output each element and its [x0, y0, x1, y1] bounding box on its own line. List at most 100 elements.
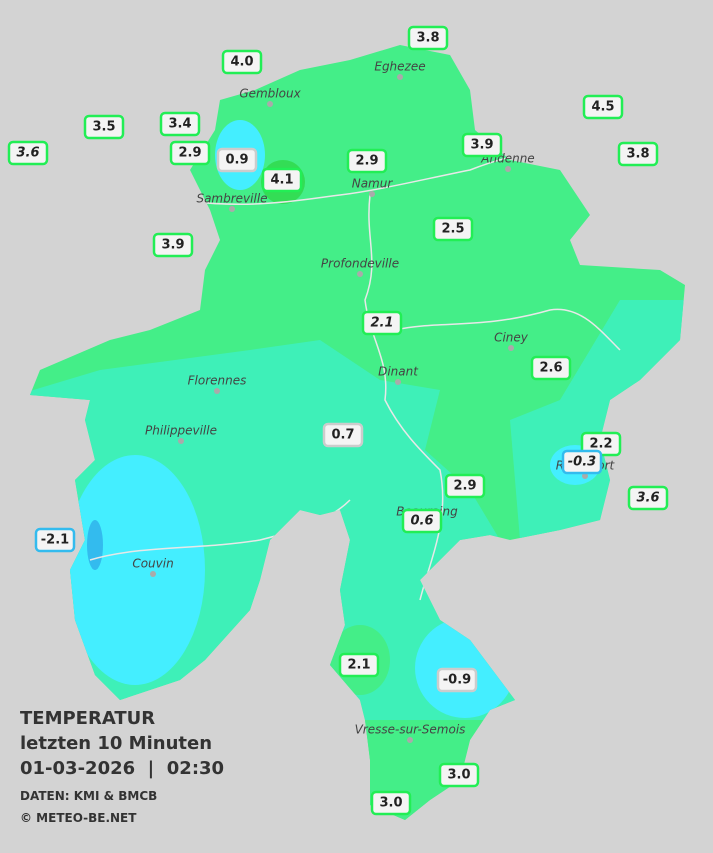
- station: 2.9: [346, 148, 388, 174]
- station-value: 3.9: [161, 238, 184, 253]
- city-label: Florennes: [188, 374, 247, 388]
- station: 3.0: [438, 762, 480, 788]
- legend-subtitle: letzten 10 Minuten: [20, 733, 212, 754]
- station-box: [261, 167, 303, 193]
- station-box: [338, 652, 380, 678]
- station-box: [322, 422, 364, 448]
- station-value: -0.9: [443, 673, 471, 688]
- city-label: Sambreville: [196, 192, 267, 206]
- station-box: [444, 473, 486, 499]
- station: 3.9: [152, 232, 194, 258]
- station: 3.5: [83, 114, 125, 140]
- zone-warm: [340, 720, 540, 820]
- station: 0.9: [216, 147, 258, 173]
- zone-coldest: [87, 520, 103, 570]
- station-box: [370, 790, 412, 816]
- station: 2.5: [432, 216, 474, 242]
- city-label: Vresse-sur-Semois: [355, 723, 466, 737]
- river: [394, 308, 621, 351]
- station-box: [530, 355, 572, 381]
- station-box: [436, 667, 478, 693]
- station-value: 0.6: [410, 514, 433, 529]
- station-box: [216, 147, 258, 173]
- legend-copyright: © METEO-BE.NET: [20, 811, 137, 825]
- station-box: [7, 140, 49, 166]
- station-value: 2.9: [178, 146, 201, 161]
- city-label: Namur: [352, 177, 394, 191]
- station: 4.0: [221, 49, 263, 75]
- station: 0.7: [322, 422, 364, 448]
- station-box: [221, 49, 263, 75]
- station-value: 2.9: [453, 479, 476, 494]
- station-value: 3.5: [92, 120, 115, 135]
- station: 3.4: [159, 111, 201, 137]
- station: 4.1: [261, 167, 303, 193]
- city-label: Philippeville: [145, 424, 217, 438]
- station-value: 2.5: [441, 222, 464, 237]
- station-value: 2.1: [347, 658, 370, 673]
- city-dot: [267, 101, 273, 107]
- station: 3.8: [617, 141, 659, 167]
- station: -0.3: [561, 449, 603, 475]
- city-dot: [214, 388, 220, 394]
- legend-datetime: 01-03-2026 | 02:30: [20, 758, 224, 779]
- station: 2.1: [338, 652, 380, 678]
- city-dot: [395, 379, 401, 385]
- station: 3.0: [370, 790, 412, 816]
- city-dot: [508, 345, 514, 351]
- station-box: [407, 25, 449, 51]
- station-value: -0.3: [568, 455, 596, 470]
- station: 2.1: [361, 310, 403, 336]
- station-box: [627, 485, 669, 511]
- station-box: [617, 141, 659, 167]
- station-value: 3.6: [636, 491, 659, 506]
- station-box: [582, 94, 624, 120]
- city-dot: [582, 473, 588, 479]
- city-dot: [505, 166, 511, 172]
- station: 4.5: [582, 94, 624, 120]
- station-value: 3.8: [626, 147, 649, 162]
- city-dot: [357, 271, 363, 277]
- city-label: Couvin: [132, 557, 173, 571]
- zone-cold: [65, 455, 205, 685]
- station: 3.6: [627, 485, 669, 511]
- station-value: 0.7: [331, 428, 354, 443]
- station-box: [561, 449, 603, 475]
- station-value: 3.9: [470, 138, 493, 153]
- station-value: 4.1: [270, 173, 293, 188]
- station: -2.1: [34, 527, 76, 553]
- station-value: 2.2: [589, 437, 612, 452]
- station-box: [34, 527, 76, 553]
- city-dot: [397, 74, 403, 80]
- station-value: 4.0: [230, 55, 253, 70]
- station-value: 3.6: [16, 146, 39, 161]
- station-box: [438, 762, 480, 788]
- city-dot: [229, 206, 235, 212]
- station-value: 3.8: [416, 31, 439, 46]
- station-value: 3.0: [379, 796, 402, 811]
- legend-title: TEMPERATUR: [20, 708, 155, 729]
- city-label: Eghezee: [374, 60, 425, 74]
- station-value: 2.6: [539, 361, 562, 376]
- legend-source: DATEN: KMI & BMCB: [20, 789, 157, 803]
- city-dot: [407, 737, 413, 743]
- station-value: 3.4: [168, 117, 191, 132]
- station-box: [83, 114, 125, 140]
- station: 2.9: [444, 473, 486, 499]
- city-label: Profondeville: [321, 257, 399, 271]
- station: 0.6: [401, 508, 443, 534]
- station: 2.9: [169, 140, 211, 166]
- city-label: Gembloux: [239, 87, 301, 101]
- city-label: Dinant: [378, 365, 419, 379]
- station-box: [401, 508, 443, 534]
- station: 3.6: [7, 140, 49, 166]
- station: 2.2: [580, 431, 622, 457]
- stations: 3.8 4.0 4.5 3.5 3.4 3.6 2.9 0.9 4.1 2.9 3.9 3.8 3.9 2…: [7, 25, 669, 816]
- station-value: 3.0: [447, 768, 470, 783]
- city-dot: [369, 191, 375, 197]
- station-box: [361, 310, 403, 336]
- station: 3.9: [461, 132, 503, 158]
- station-box: [461, 132, 503, 158]
- station-box: [432, 216, 474, 242]
